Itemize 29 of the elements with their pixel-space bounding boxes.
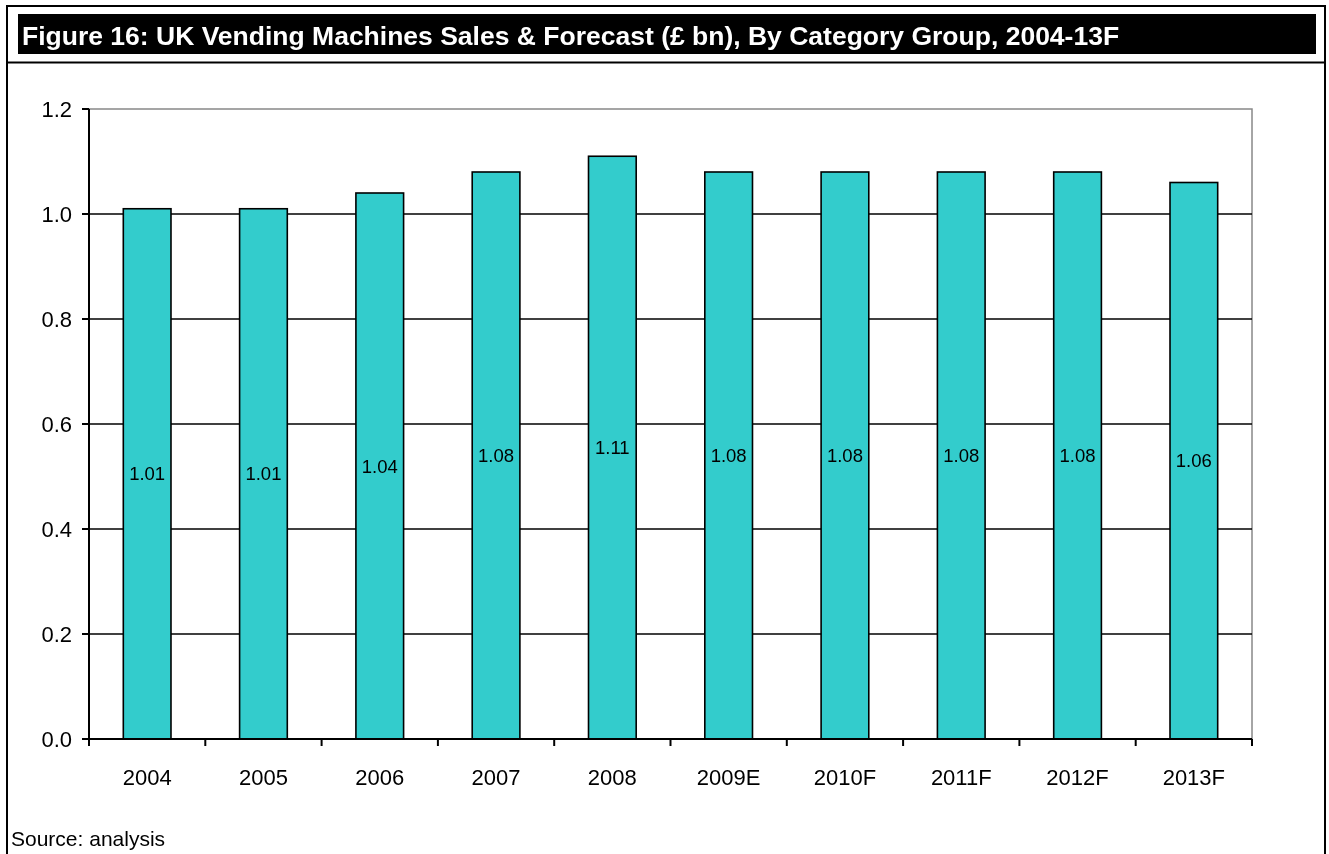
data-label: 1.08 — [710, 445, 747, 466]
data-label: 1.04 — [361, 455, 398, 477]
y-tick-label: 1.0 — [41, 201, 72, 227]
data-label: 1.01 — [245, 463, 282, 485]
y-tick-label: 0.8 — [41, 306, 72, 332]
chart-title: Figure 16: UK Vending Machines Sales & Forecast (£ bn), By Category Group, 2004-13F — [22, 20, 1120, 51]
y-tick-label: 0.2 — [41, 621, 72, 647]
x-tick-label: 2005 — [238, 764, 288, 790]
data-label: 1.06 — [1175, 450, 1212, 472]
data-label: 1.08 — [478, 445, 515, 466]
x-tick-label: 2010F — [813, 764, 877, 790]
source-note: Source: analysis — [11, 826, 166, 850]
x-tick-label: 2013F — [1162, 764, 1226, 790]
y-tick-label: 0.4 — [41, 516, 72, 542]
data-label: 1.11 — [595, 437, 630, 459]
y-tick-label: 0.0 — [41, 726, 72, 752]
data-label: 1.08 — [826, 445, 863, 466]
y-tick-label: 1.2 — [41, 96, 72, 122]
x-tick-label: 2004 — [122, 764, 172, 790]
y-tick-label: 0.6 — [41, 411, 72, 437]
x-tick-label: 2012F — [1046, 764, 1109, 790]
x-tick-label: 2009E — [696, 764, 761, 790]
x-tick-label: 2007 — [471, 764, 521, 790]
data-label: 1.01 — [129, 463, 166, 485]
x-tick-label: 2008 — [587, 764, 637, 790]
x-tick-label: 2006 — [355, 764, 405, 790]
data-label: 1.08 — [1059, 445, 1096, 466]
x-tick-label: 2011F — [930, 764, 992, 790]
data-label: 1.08 — [943, 445, 980, 466]
